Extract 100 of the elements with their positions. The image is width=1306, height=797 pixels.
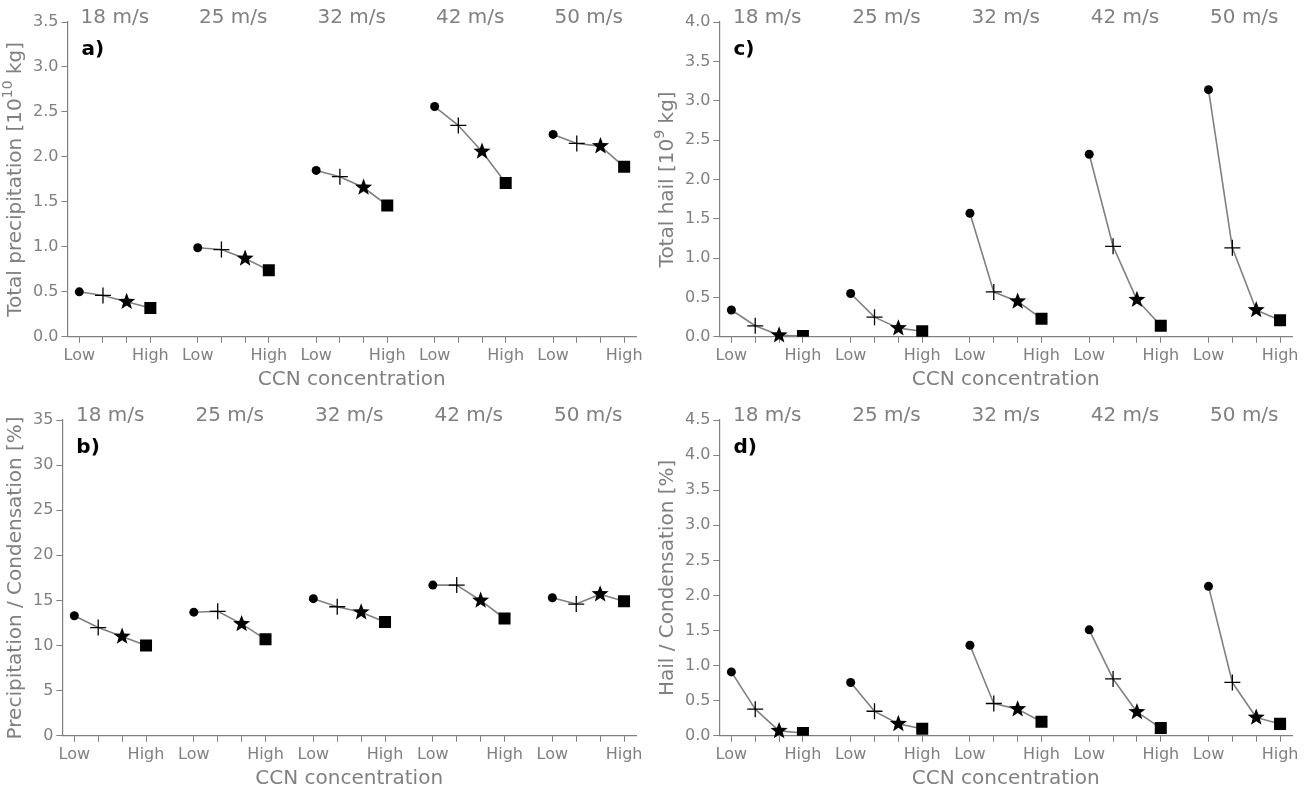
point <box>770 721 788 739</box>
x-tick-label: High <box>131 344 169 364</box>
point <box>726 305 736 315</box>
y-tick-label: 1.0 <box>32 236 59 256</box>
y-axis-title: Total precipitation [1010 kg] <box>0 41 27 318</box>
y-tick-label: 0.5 <box>684 286 711 306</box>
y-tick-label: 1.5 <box>684 207 711 227</box>
x-tick-label: High <box>368 344 406 364</box>
point <box>430 102 440 112</box>
annotation: 32 m/s <box>971 402 1040 427</box>
point <box>965 208 975 218</box>
y-tick-label: 1.0 <box>684 247 711 267</box>
x-tick-label: Low <box>418 344 451 364</box>
x-axis-title: CCN concentration <box>911 765 1100 790</box>
x-tick-label: Low <box>834 743 867 763</box>
x-tick-label: Low <box>1192 743 1225 763</box>
x-tick-label: High <box>605 743 643 763</box>
point <box>985 283 1003 301</box>
point <box>916 325 929 337</box>
point <box>1009 292 1027 309</box>
point <box>355 178 373 195</box>
point <box>74 287 84 297</box>
x-tick-label: Low <box>1073 344 1105 364</box>
annotation: 25 m/s <box>199 4 268 29</box>
point <box>499 176 512 190</box>
point <box>236 249 254 266</box>
y-tick-label: 4.0 <box>684 11 711 31</box>
annotation: 18 m/s <box>732 4 802 29</box>
x-tick-label: High <box>250 344 288 364</box>
point <box>193 243 203 253</box>
annotation: 42 m/s <box>434 402 503 427</box>
y-tick-label: 20 <box>33 544 54 564</box>
x-tick-label: Low <box>715 743 748 763</box>
point <box>449 116 467 135</box>
point <box>1247 301 1265 318</box>
point <box>746 317 764 335</box>
point <box>548 129 558 139</box>
point <box>428 580 438 590</box>
annotation: 18 m/s <box>80 4 150 29</box>
point <box>726 667 736 677</box>
x-tick-label: Low <box>417 743 449 763</box>
text: d) <box>733 434 757 459</box>
x-tick-label: High <box>784 743 822 763</box>
point <box>1128 290 1146 308</box>
point <box>591 585 609 602</box>
point <box>796 726 809 736</box>
point <box>94 286 112 305</box>
y-tick-label: 10 <box>33 634 54 654</box>
y-tick-label: 3.0 <box>684 89 711 109</box>
x-tick-label: High <box>1142 743 1180 763</box>
x-tick-label: High <box>1261 344 1299 364</box>
y-tick-label: 0.5 <box>684 689 711 709</box>
point <box>1154 722 1167 735</box>
point <box>331 168 349 186</box>
x-tick-label: Low <box>181 344 214 364</box>
x-tick-label: Low <box>178 743 210 763</box>
point <box>1223 673 1242 692</box>
point <box>568 134 586 153</box>
point <box>262 264 275 277</box>
point <box>1009 700 1027 717</box>
y-tick-label: 0.0 <box>684 724 711 744</box>
annotation: 25 m/s <box>852 402 921 427</box>
point <box>965 640 975 650</box>
text: b) <box>76 434 100 459</box>
point <box>567 595 585 613</box>
point <box>448 576 466 594</box>
x-tick-label: High <box>605 344 643 364</box>
point <box>189 607 199 617</box>
x-tick-label: High <box>247 743 284 763</box>
y-tick-label: 3.5 <box>684 50 711 70</box>
x-tick-label: High <box>366 743 404 763</box>
point <box>472 591 490 608</box>
point <box>89 618 107 637</box>
y-tick-label: 2.0 <box>684 584 711 604</box>
point <box>846 677 856 687</box>
point <box>889 319 907 336</box>
point <box>1084 625 1094 635</box>
x-tick-label: High <box>1142 344 1180 364</box>
point <box>770 326 788 343</box>
x-tick-label: High <box>784 344 822 364</box>
y-tick-label: 0.0 <box>684 325 711 345</box>
annotation: 32 m/s <box>971 4 1040 29</box>
annotation: 25 m/s <box>195 402 264 427</box>
x-tick-label: High <box>127 743 165 763</box>
x-axis-title: CCN concentration <box>911 366 1100 391</box>
annotation: 50 m/s <box>554 4 623 29</box>
point <box>865 308 884 326</box>
y-axis-title: Hail / Condensation [%] <box>654 459 679 697</box>
x-tick-label: Low <box>954 344 986 364</box>
y-axis-title: Total hail [109 kg] <box>650 91 679 269</box>
point <box>1274 717 1287 730</box>
point <box>591 137 610 154</box>
point <box>352 603 370 620</box>
point <box>618 595 631 608</box>
point <box>1128 702 1146 720</box>
x-tick-label: Low <box>834 344 867 364</box>
point <box>1104 670 1122 688</box>
point <box>328 598 346 616</box>
x-tick-label: Low <box>536 743 569 763</box>
point <box>209 602 227 620</box>
